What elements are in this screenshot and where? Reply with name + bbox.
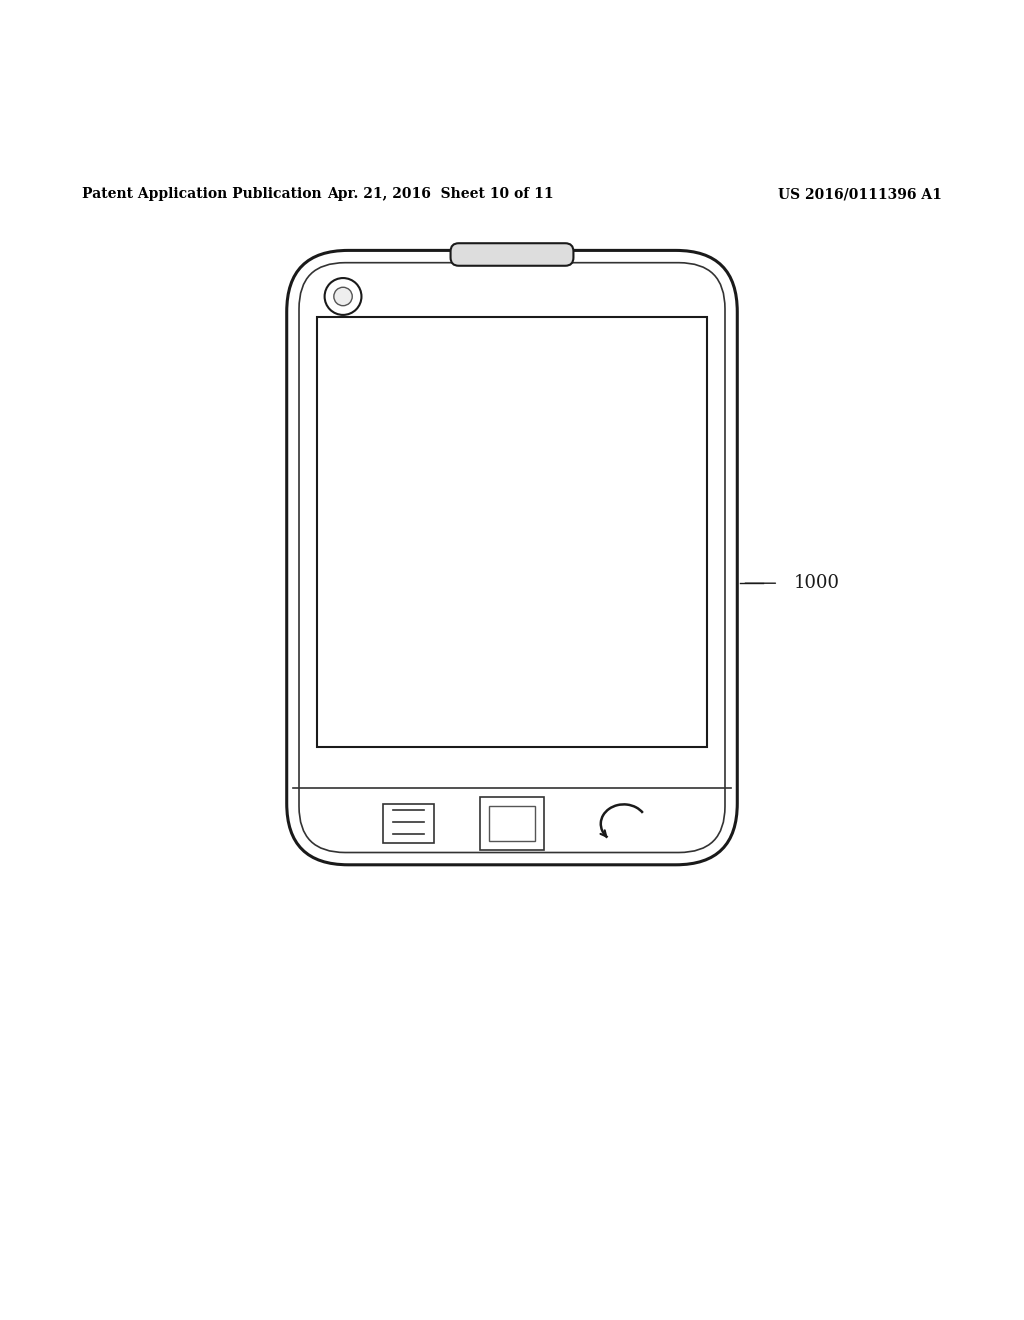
Circle shape	[334, 288, 352, 306]
Bar	[480, 797, 544, 850]
FancyBboxPatch shape	[287, 251, 737, 865]
Bar	[317, 317, 707, 747]
Text: FIG.  10: FIG. 10	[438, 315, 586, 350]
Bar	[383, 804, 434, 843]
Text: US 2016/0111396 A1: US 2016/0111396 A1	[778, 187, 942, 201]
FancyBboxPatch shape	[451, 243, 573, 265]
Text: Patent Application Publication: Patent Application Publication	[82, 187, 322, 201]
Circle shape	[325, 279, 361, 315]
Bar	[489, 807, 535, 841]
Text: 1000: 1000	[794, 574, 840, 593]
Text: Apr. 21, 2016  Sheet 10 of 11: Apr. 21, 2016 Sheet 10 of 11	[327, 187, 554, 201]
